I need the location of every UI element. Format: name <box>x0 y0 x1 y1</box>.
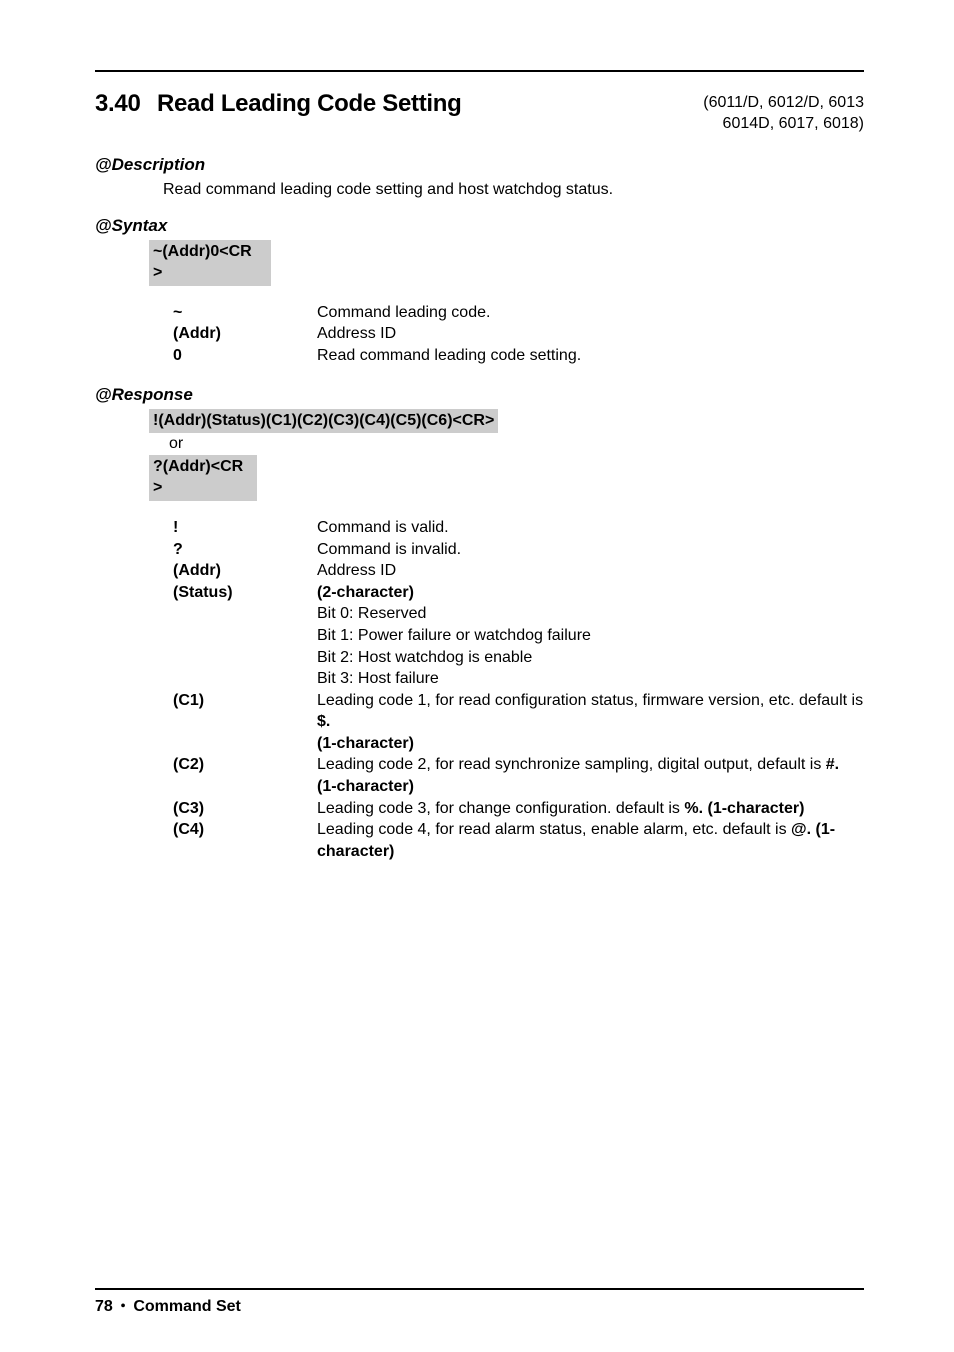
c3-prefix: Leading code 3, for change configuration… <box>317 800 684 817</box>
param-key: ~ <box>173 302 317 324</box>
param-val: Address ID <box>317 560 864 582</box>
response-param-row: ! Command is valid. <box>173 517 864 539</box>
param-key: ? <box>173 539 317 561</box>
c3-bold: %. (1-character) <box>684 800 804 817</box>
param-val: Command leading code. <box>317 302 864 324</box>
param-val: Leading code 3, for change configuration… <box>317 798 864 820</box>
response-param-row: (C1) Leading code 1, for read configurat… <box>173 690 864 755</box>
c1-bold: $. <box>317 713 330 730</box>
param-key: (C1) <box>173 690 317 712</box>
c1-prefix: Leading code 1, for read configuration s… <box>317 692 863 709</box>
response-param-row: ? Command is invalid. <box>173 539 864 561</box>
response-box2-l1: ?(Addr)<CR <box>153 458 243 475</box>
syntax-box-l2: > <box>153 264 162 281</box>
param-key: (C4) <box>173 819 317 841</box>
note-line2: 6014D, 6017, 6018) <box>723 115 864 132</box>
response-box1-wrap: !(Addr)(Status)(C1)(C2)(C3)(C4)(C5)(C6)<… <box>149 409 864 434</box>
param-key: (Addr) <box>173 323 317 345</box>
status-l4: Bit 3: Host failure <box>317 670 439 687</box>
footer-text: 78 • Command Set <box>95 1298 241 1316</box>
c1-l2: (1-character) <box>317 735 414 752</box>
response-param-row: (C2) Leading code 2, for read synchroniz… <box>173 754 864 797</box>
response-param-row: (C4) Leading code 4, for read alarm stat… <box>173 819 864 862</box>
heading-row: 3.40 Read Leading Code Setting (6011/D, … <box>95 90 864 135</box>
syntax-box-l1: ~(Addr)0<CR <box>153 243 252 260</box>
response-param-row: (Addr) Address ID <box>173 560 864 582</box>
footer-rule <box>95 1288 864 1290</box>
response-params: ! Command is valid. ? Command is invalid… <box>173 517 864 863</box>
syntax-param-row: (Addr) Address ID <box>173 323 864 345</box>
param-val: (2-character) Bit 0: Reserved Bit 1: Pow… <box>317 582 864 690</box>
section-title: Read Leading Code Setting <box>145 90 462 117</box>
param-key: 0 <box>173 345 317 367</box>
syntax-params: ~ Command leading code. (Addr) Address I… <box>173 302 864 367</box>
status-l2: Bit 1: Power failure or watchdog failure <box>317 627 591 644</box>
param-key: (Addr) <box>173 560 317 582</box>
section-number: 3.40 <box>95 90 141 117</box>
syntax-box-wrap: ~(Addr)0<CR > <box>149 240 864 286</box>
response-param-row: (Status) (2-character) Bit 0: Reserved B… <box>173 582 864 690</box>
footer-bullet: • <box>117 1298 129 1315</box>
section-heading: 3.40 Read Leading Code Setting <box>95 90 462 118</box>
heading-note: (6011/D, 6012/D, 6013 6014D, 6017, 6018) <box>703 90 864 135</box>
syntax-param-row: ~ Command leading code. <box>173 302 864 324</box>
response-param-row: (C3) Leading code 3, for change configur… <box>173 798 864 820</box>
response-box2-wrap: ?(Addr)<CR > <box>149 455 864 501</box>
param-key: (C2) <box>173 754 317 776</box>
param-val: Leading code 4, for read alarm status, e… <box>317 819 864 862</box>
param-val: Command is invalid. <box>317 539 864 561</box>
param-val: Command is valid. <box>317 517 864 539</box>
status-l0: (2-character) <box>317 584 414 601</box>
description-heading: @Description <box>95 155 864 175</box>
status-l1: Bit 0: Reserved <box>317 605 426 622</box>
param-val: Read command leading code setting. <box>317 345 864 367</box>
syntax-param-row: 0 Read command leading code setting. <box>173 345 864 367</box>
response-heading: @Response <box>95 385 864 405</box>
or-text: or <box>169 435 864 453</box>
param-val: Leading code 2, for read synchronize sam… <box>317 754 864 797</box>
top-rule <box>95 70 864 72</box>
param-val: Leading code 1, for read configuration s… <box>317 690 864 755</box>
response-box2-l2: > <box>153 479 162 496</box>
c4-prefix: Leading code 4, for read alarm status, e… <box>317 821 791 838</box>
note-line1: (6011/D, 6012/D, 6013 <box>703 94 864 111</box>
syntax-heading: @Syntax <box>95 216 864 236</box>
footer-page: 78 <box>95 1298 113 1315</box>
syntax-box: ~(Addr)0<CR > <box>149 240 271 286</box>
c2-l2: (1-character) <box>317 778 414 795</box>
c2-prefix: Leading code 2, for read synchronize sam… <box>317 756 826 773</box>
c2-bold: #. <box>826 756 839 773</box>
param-key: (C3) <box>173 798 317 820</box>
response-box1: !(Addr)(Status)(C1)(C2)(C3)(C4)(C5)(C6)<… <box>149 409 498 434</box>
param-key: (Status) <box>173 582 317 604</box>
response-box2: ?(Addr)<CR > <box>149 455 257 501</box>
status-l3: Bit 2: Host watchdog is enable <box>317 649 532 666</box>
param-val: Address ID <box>317 323 864 345</box>
param-key: ! <box>173 517 317 539</box>
description-text: Read command leading code setting and ho… <box>163 179 864 201</box>
footer-section: Command Set <box>133 1298 241 1315</box>
